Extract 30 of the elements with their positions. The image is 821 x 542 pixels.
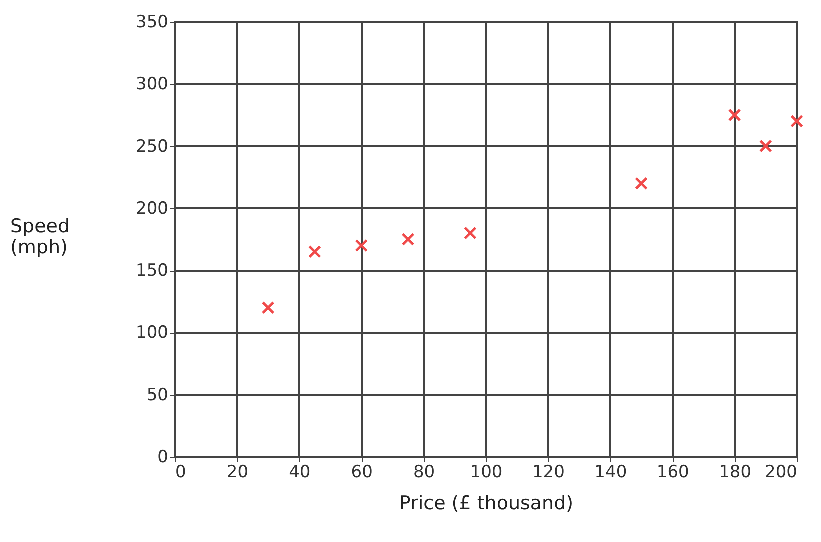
y-tick-label: 250 bbox=[136, 136, 168, 157]
point bbox=[728, 108, 742, 122]
y-tick-label: 200 bbox=[136, 198, 168, 219]
y-tick-label: 0 bbox=[158, 448, 168, 468]
x-tick-label: 80 bbox=[413, 462, 436, 482]
y-tick-label: 100 bbox=[136, 323, 168, 344]
point bbox=[759, 140, 772, 153]
x-tick-label: 160 bbox=[656, 462, 690, 482]
x-tick-label: 100 bbox=[470, 462, 503, 482]
x-tick-label: 20 bbox=[226, 462, 249, 482]
x-tick-label: 200 bbox=[765, 462, 798, 482]
point bbox=[790, 114, 804, 128]
y-axis-title: Speed (mph) bbox=[10, 216, 70, 258]
x-tick-label: 60 bbox=[351, 462, 373, 482]
x-tick-label: 40 bbox=[289, 462, 311, 482]
point bbox=[355, 239, 368, 252]
y-tick-label: 50 bbox=[146, 385, 168, 406]
x-tick-label: 0 bbox=[176, 462, 186, 482]
x-axis-title: Price (£ thousand) bbox=[399, 492, 574, 514]
y-tick-label: 300 bbox=[136, 74, 168, 95]
point bbox=[464, 226, 477, 240]
x-tick-label: 140 bbox=[594, 462, 628, 482]
point bbox=[402, 233, 415, 246]
x-tick-label: 120 bbox=[532, 462, 565, 482]
y-tick-label: 150 bbox=[136, 261, 168, 282]
point bbox=[308, 245, 322, 258]
x-tick-label: 180 bbox=[719, 462, 752, 482]
point bbox=[635, 177, 648, 190]
point bbox=[262, 301, 275, 314]
y-tick-label: 350 bbox=[136, 12, 168, 32]
